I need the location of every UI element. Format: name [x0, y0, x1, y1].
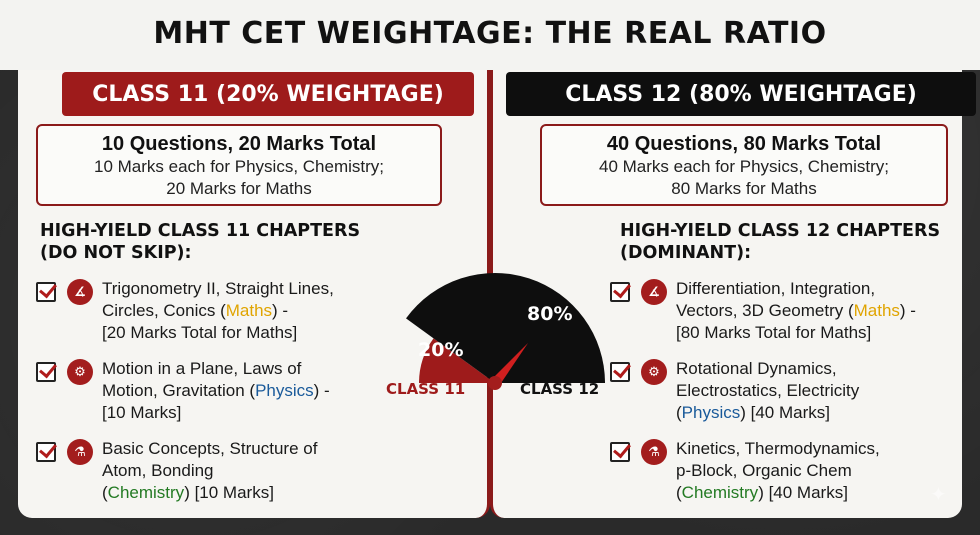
class12-heading: CLASS 12 (80% WEIGHTAGE): [506, 72, 976, 116]
class12-chapters-heading-line2: (DOMINANT):: [620, 243, 752, 263]
class11-heading: CLASS 11 (20% WEIGHTAGE): [62, 72, 474, 116]
math-graph-icon: ∡: [641, 279, 667, 305]
checkbox-icon: [36, 362, 56, 382]
checkbox-icon: [36, 282, 56, 302]
class11-summary-line2: 20 Marks for Maths: [166, 179, 312, 198]
gauge-segment-class11: [419, 338, 495, 383]
subject-chemistry: Chemistry: [681, 483, 759, 502]
subject-chemistry: Chemistry: [107, 483, 185, 502]
gauge-class12-percent: 80%: [527, 303, 572, 325]
subject-maths: Maths: [853, 301, 900, 320]
center-divider: [488, 70, 490, 290]
checkbox-icon: [610, 442, 630, 462]
subject-physics: Physics: [255, 381, 314, 400]
checkbox-icon: [610, 282, 630, 302]
gauge-class11-label: CLASS 11: [386, 380, 466, 398]
class12-summary-line2: 80 Marks for Maths: [671, 179, 817, 198]
math-graph-icon: ∡: [67, 279, 93, 305]
gauge-class11-percent: 20%: [418, 339, 463, 361]
gauge-class12-label: CLASS 12: [520, 380, 600, 398]
class11-chapters-heading-line1: HIGH-YIELD CLASS 11 CHAPTERS: [40, 221, 361, 241]
class11-summary-head: 10 Questions, 20 Marks Total: [101, 133, 377, 155]
title-band: [0, 0, 980, 70]
class11-summary-line1: 10 Marks each for Physics, Chemistry;: [93, 157, 385, 176]
class11-summary-box: 10 Questions, 20 Marks Total 10 Marks ea…: [36, 124, 442, 206]
subject-physics: Physics: [681, 403, 741, 422]
class11-chapters-heading-line2: (DO NOT SKIP):: [40, 243, 192, 263]
checkbox-icon: [610, 362, 630, 382]
class12-summary-line1: 40 Marks each for Physics, Chemistry;: [598, 157, 890, 176]
atom-gear-icon: ⚙: [641, 359, 667, 385]
flask-icon: ⚗: [67, 439, 93, 465]
class11-chapters-heading: HIGH-YIELD CLASS 11 CHAPTERS (DO NOT SKI…: [40, 220, 420, 264]
flask-icon: ⚗: [641, 439, 667, 465]
class12-chapters-heading-line1: HIGH-YIELD CLASS 12 CHAPTERS: [620, 221, 941, 241]
class12-chapters-heading: HIGH-YIELD CLASS 12 CHAPTERS (DOMINANT):: [620, 220, 980, 264]
class12-summary-box: 40 Questions, 80 Marks Total 40 Marks ea…: [540, 124, 948, 206]
page-title: MHT CET WEIGHTAGE: THE REAL RATIO: [153, 16, 827, 51]
sparkle-icon: ✦: [930, 484, 947, 506]
gauge-needle-hub: [488, 376, 502, 390]
gauge-segment-class12: [406, 273, 605, 383]
class12-summary-head: 40 Questions, 80 Marks Total: [606, 133, 882, 155]
checkbox-icon: [36, 442, 56, 462]
weightage-gauge: 20% 80%: [406, 273, 605, 390]
subject-maths: Maths: [225, 301, 273, 320]
atom-gear-icon: ⚙: [67, 359, 93, 385]
gauge-needle: [491, 342, 529, 387]
